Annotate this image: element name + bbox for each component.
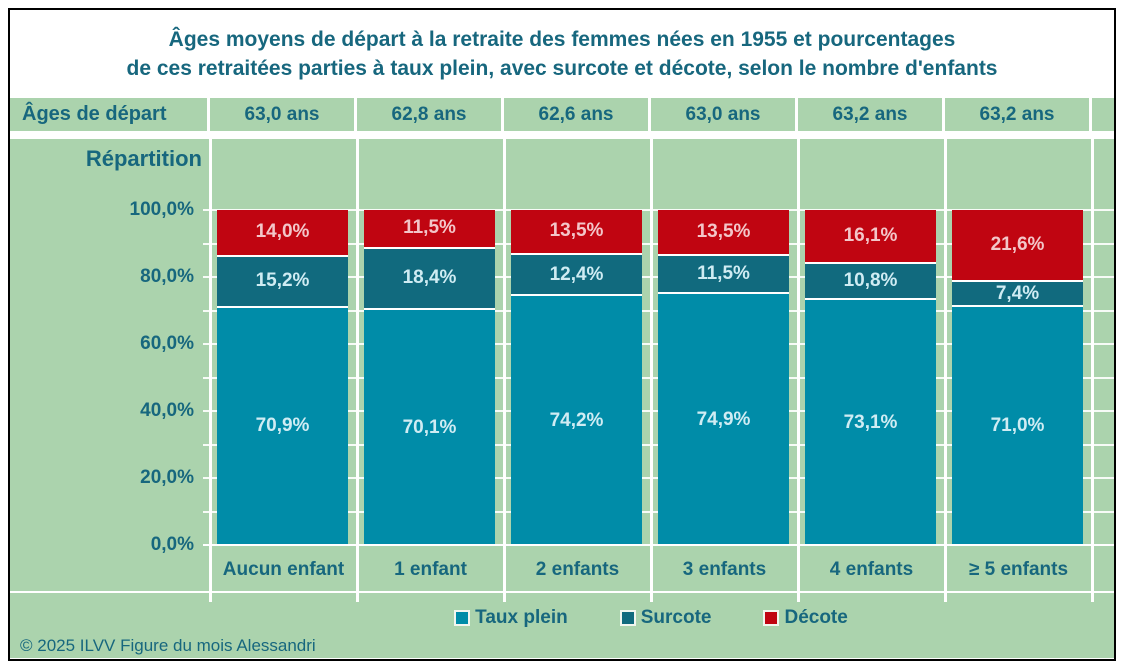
category-label: 2 enfants — [535, 559, 620, 580]
age-value: 63,2 ans — [798, 98, 945, 131]
category-boundary-tick — [1090, 593, 1094, 602]
bar-segment-taux-plein: 73,1% — [805, 300, 936, 545]
ages-row-label: Âges de départ — [10, 98, 210, 131]
bar-segment-surcote: 12,4% — [511, 254, 642, 297]
title-line-1: Âges moyens de départ à la retraite des … — [168, 28, 956, 51]
column-separator — [502, 139, 506, 593]
y-tick-label: 20,0% — [140, 467, 194, 488]
stacked-bar: 70,1% 18,4% 11,5% — [364, 210, 495, 545]
age-value: 62,6 ans — [504, 98, 651, 131]
page-title: Âges moyens de départ à la retraite des … — [10, 10, 1114, 98]
column-separator — [355, 139, 359, 593]
bar-segment-decote: 13,5% — [658, 210, 789, 256]
category-label: 1 enfant — [394, 559, 467, 580]
category-boundary-tick — [502, 593, 506, 602]
bar-value-label: 13,5% — [696, 220, 751, 242]
bar-segment-taux-plein: 71,0% — [952, 307, 1083, 545]
bar-value-label: 18,4% — [402, 267, 457, 289]
bar-value-label: 16,1% — [843, 224, 898, 246]
category-boundary-tick — [208, 593, 212, 602]
column-separator — [649, 139, 653, 593]
column-separator — [1090, 139, 1094, 593]
bar-value-label: 21,6% — [990, 234, 1045, 256]
legend-item-surcote: Surcote — [619, 607, 712, 629]
bar-segment-surcote: 15,2% — [217, 256, 348, 308]
chart-area: Répartition 100,0% 80,0% 60,0% 40,0% 20,0% 0,… — [10, 139, 1114, 658]
bar-value-label: 74,2% — [549, 409, 604, 431]
stacked-bar: 70,9% 15,2% 14,0% — [217, 209, 348, 545]
bar-value-label: 74,9% — [696, 408, 751, 430]
legend-item-decote: Décote — [763, 607, 848, 629]
y-tick-label: 100,0% — [129, 199, 194, 220]
legend-label: Surcote — [640, 607, 712, 628]
category-boundary-tick — [943, 593, 947, 602]
stacked-bar: 73,1% 10,8% 16,1% — [805, 210, 936, 545]
bar-segment-surcote: 11,5% — [658, 255, 789, 295]
column-separator — [943, 139, 947, 593]
bar-value-label: 10,8% — [843, 270, 898, 292]
bar-segment-taux-plein: 70,9% — [217, 307, 348, 545]
category-boundary-tick — [355, 593, 359, 602]
bar-segment-taux-plein: 74,9% — [658, 294, 789, 545]
title-line-2: de ces retraitées parties à taux plein, … — [126, 57, 998, 80]
x-axis-line — [203, 544, 1114, 546]
bar-value-label: 70,9% — [255, 415, 310, 437]
bar-segment-taux-plein: 74,2% — [511, 296, 642, 545]
category-label: Aucun enfant — [222, 559, 345, 580]
age-value: 62,8 ans — [357, 98, 504, 131]
bar-segment-decote: 16,1% — [805, 210, 936, 264]
bar-segment-decote: 13,5% — [511, 209, 642, 255]
category-row-bottom-line — [10, 591, 1114, 593]
gridline — [203, 209, 1114, 211]
bar-value-label: 15,2% — [255, 270, 310, 292]
age-value: 63,0 ans — [651, 98, 798, 131]
stacked-bar: 74,2% 12,4% 13,5% — [511, 209, 642, 545]
bar-segment-decote: 11,5% — [364, 210, 495, 249]
y-axis-title: Répartition — [85, 146, 202, 171]
legend-label: Décote — [784, 607, 848, 628]
bar-segment-decote: 14,0% — [217, 209, 348, 257]
column-separator — [208, 139, 212, 593]
age-value: 63,2 ans — [945, 98, 1092, 131]
bar-segment-surcote: 18,4% — [364, 248, 495, 311]
bar-value-label: 14,0% — [255, 221, 310, 243]
y-tick-label: 60,0% — [140, 333, 194, 354]
column-separator — [796, 139, 800, 593]
bar-segment-decote: 21,6% — [952, 210, 1083, 283]
bar-value-label: 71,0% — [990, 415, 1045, 437]
legend-swatch-surcote — [619, 610, 636, 626]
legend-swatch-taux-plein — [454, 610, 471, 626]
bar-segment-surcote: 10,8% — [805, 263, 936, 301]
bar-segment-taux-plein: 70,1% — [364, 310, 495, 545]
bar-value-label: 11,5% — [403, 217, 456, 239]
category-label: ≥ 5 enfants — [968, 559, 1069, 580]
category-boundary-tick — [796, 593, 800, 602]
legend: Taux plein Surcote Décote — [210, 607, 1092, 629]
bar-value-label: 73,1% — [843, 411, 898, 433]
category-label: 4 enfants — [829, 559, 914, 580]
bar-segment-surcote: 7,4% — [952, 282, 1083, 308]
copyright: © 2025 ILVV Figure du mois Alessandri — [20, 636, 316, 655]
figure-frame: Âges moyens de départ à la retraite des … — [8, 8, 1116, 661]
y-tick-label: 80,0% — [140, 266, 194, 287]
bar-value-label: 70,1% — [402, 416, 457, 438]
y-tick-label: 0,0% — [150, 534, 194, 555]
age-value: 63,0 ans — [210, 98, 357, 131]
stacked-bar: 71,0% 7,4% 21,6% — [952, 210, 1083, 545]
y-tick-label: 40,0% — [140, 400, 194, 421]
category-boundary-tick — [649, 593, 653, 602]
bar-value-label: 12,4% — [549, 263, 604, 285]
ages-row: Âges de départ 63,0 ans 62,8 ans 62,6 ans 6… — [10, 98, 1114, 131]
ages-values: 63,0 ans 62,8 ans 62,6 ans 63,0 ans 63,2 ans… — [210, 98, 1092, 131]
legend-swatch-decote — [763, 610, 780, 626]
legend-item-taux-plein: Taux plein — [454, 607, 568, 629]
stacked-bar: 74,9% 11,5% 13,5% — [658, 210, 789, 545]
legend-label: Taux plein — [475, 607, 568, 628]
bar-value-label: 7,4% — [995, 282, 1040, 304]
category-label: 3 enfants — [682, 559, 767, 580]
bar-value-label: 13,5% — [549, 220, 604, 242]
ages-row-filler — [1092, 98, 1114, 131]
bar-value-label: 11,5% — [697, 262, 750, 284]
